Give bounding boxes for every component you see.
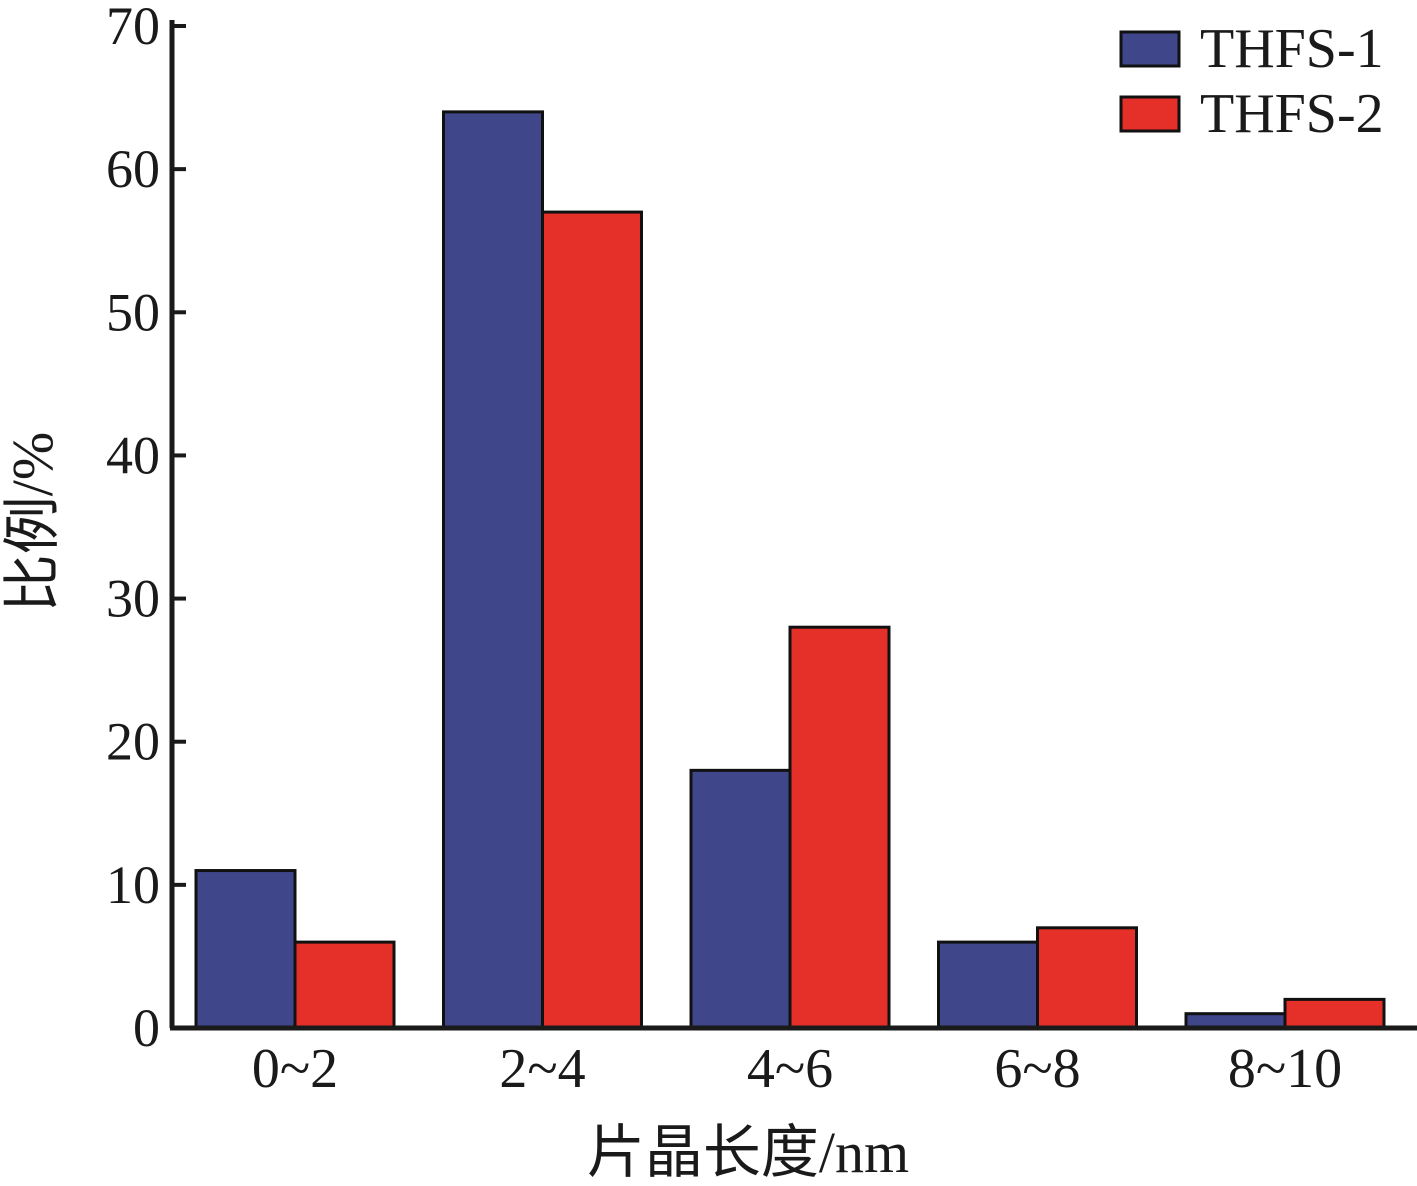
y-tick-label-10: 10 — [106, 855, 160, 915]
x-axis-title: 片晶长度/nm — [587, 1120, 909, 1181]
bars-layer — [194, 110, 1386, 1030]
bar-thfs-1-6-8 — [937, 940, 1039, 1030]
y-tick-label-40: 40 — [106, 425, 160, 485]
x-ticks: 0~2 2~4 4~6 6~8 8~10 — [252, 1038, 1342, 1100]
x-tick-label-8-10: 8~10 — [1228, 1038, 1342, 1100]
bar-thfs-2-4-6 — [788, 625, 891, 1030]
legend: THFS-1 THFS-2 — [1119, 18, 1384, 145]
bar-thfs-2-6-8 — [1036, 926, 1138, 1030]
bar-thfs-2-0-2 — [293, 940, 396, 1030]
legend-label-thfs-2: THFS-2 — [1200, 83, 1384, 145]
bar-thfs-2-8-10 — [1283, 997, 1386, 1030]
bar-thfs-1-2-4 — [442, 110, 544, 1030]
y-axis-title: 比例/% — [0, 432, 65, 612]
legend-label-thfs-1: THFS-1 — [1200, 18, 1384, 80]
y-ticks: 0 10 20 30 40 50 60 70 — [106, 0, 186, 1058]
legend-item-1: THFS-1 — [1119, 18, 1384, 80]
y-tick-label-30: 30 — [106, 569, 160, 629]
y-tick-label-20: 20 — [106, 712, 160, 772]
bar-thfs-2-2-4 — [541, 210, 643, 1030]
bar-thfs-1-4-6 — [689, 768, 792, 1030]
x-tick-label-0-2: 0~2 — [252, 1038, 338, 1100]
y-tick-label-0: 0 — [133, 998, 160, 1058]
x-tick-label-6-8: 6~8 — [994, 1038, 1080, 1100]
legend-item-2: THFS-2 — [1119, 83, 1384, 145]
bar-thfs-1-0-2 — [194, 869, 297, 1030]
y-tick-label-60: 60 — [106, 139, 160, 199]
y-tick-label-50: 50 — [106, 282, 160, 342]
axes-layer — [169, 20, 1417, 1031]
legend-swatch-thfs-2 — [1119, 95, 1181, 133]
x-tick-label-2-4: 2~4 — [499, 1038, 585, 1100]
x-tick-label-4-6: 4~6 — [747, 1038, 833, 1100]
legend-swatch-thfs-1 — [1119, 30, 1181, 68]
y-tick-label-70: 70 — [106, 0, 160, 56]
